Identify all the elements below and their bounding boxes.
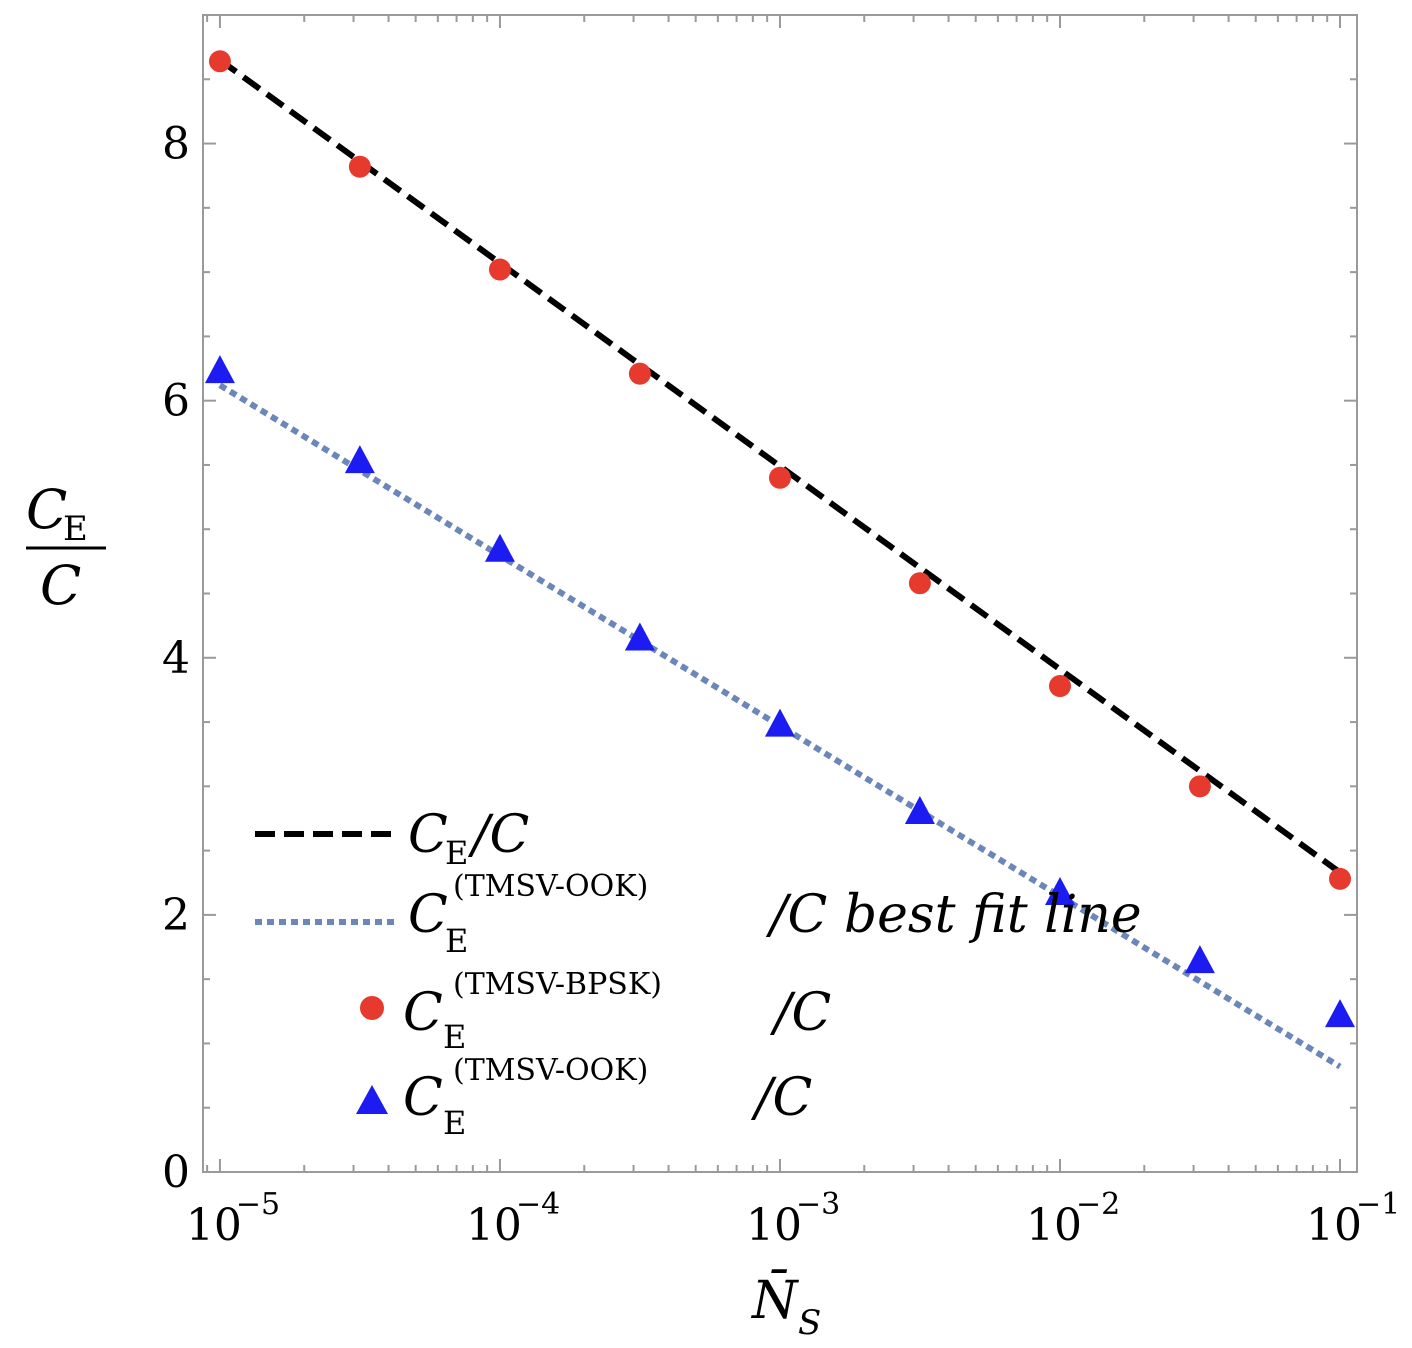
legend-1-suffix: /C (467, 805, 529, 865)
ook-point (904, 796, 935, 825)
legend-entry-4: C (TMSV-OOK) E /C (403, 1053, 812, 1142)
y-label-numerator: C (26, 478, 67, 541)
legend-2-sup: (TMSV-OOK) (453, 869, 648, 904)
plot-frame (202, 14, 1358, 1173)
x-label-sub: S (798, 1303, 821, 1343)
y-label-denominator: C (40, 554, 81, 617)
legend-3-base: C (403, 983, 443, 1043)
legend-entry-3: C (TMSV-BPSK) E /C (403, 967, 831, 1056)
bpsk-point (348, 155, 371, 178)
ook-point (484, 533, 515, 562)
bpsk-point (768, 466, 791, 489)
x-tick-label-base: 10 (466, 1200, 522, 1251)
legend-2-base: C (408, 885, 448, 945)
legend-2-sub: E (445, 922, 468, 960)
y-axis-label: C E C (26, 478, 106, 617)
ook-point (624, 622, 655, 651)
x-tick-label-exponent: −2 (1076, 1187, 1120, 1222)
ook-point (1044, 877, 1075, 906)
bpsk-point (1188, 775, 1211, 798)
legend-1-base: C (408, 805, 448, 865)
y-label-numerator-sub: E (63, 509, 88, 549)
bpsk-point (208, 50, 231, 73)
legend: C E /C C (TMSV-OOK) E /C best fit line C… (255, 805, 1142, 1142)
x-axis-label: N̄ S (750, 1270, 821, 1343)
y-tick-label: 0 (162, 1147, 190, 1198)
ook-point (1184, 945, 1215, 974)
x-tick-label-base: 10 (186, 1200, 242, 1251)
x-tick-label-base: 10 (1306, 1200, 1362, 1251)
x-tick-label-base: 10 (1026, 1200, 1082, 1251)
legend-4-base: C (403, 1068, 443, 1128)
y-tick-label: 8 (162, 119, 190, 170)
series-best-fit-line (218, 382, 1342, 1070)
ook-point (764, 708, 795, 737)
bpsk-point (628, 362, 651, 385)
legend-3-sub: E (443, 1018, 466, 1056)
bpsk-point (1048, 675, 1071, 698)
legend-3-suffix: /C (769, 983, 831, 1043)
y-tick-label: 6 (162, 376, 190, 427)
x-tick-label-base: 10 (746, 1200, 802, 1251)
legend-4-sub: E (443, 1104, 466, 1142)
y-tick-label: 4 (162, 633, 190, 684)
legend-marker-triangle (356, 1085, 388, 1114)
series-lines (218, 57, 1342, 1070)
x-label-main: N̄ (750, 1270, 799, 1331)
bpsk-point (488, 258, 511, 281)
x-tick-label-exponent: −3 (796, 1187, 840, 1222)
legend-entry-2: C (TMSV-OOK) E /C best fit line (408, 869, 1142, 960)
ook-point (1325, 999, 1356, 1028)
bpsk-point (1329, 867, 1352, 890)
legend-3-sup: (TMSV-BPSK) (453, 967, 662, 1002)
legend-4-suffix: /C (750, 1068, 812, 1128)
markers (204, 50, 1356, 1028)
series-dashed-line (218, 57, 1342, 875)
x-tick-label-exponent: −5 (236, 1187, 280, 1222)
minor-ticks (203, 14, 1357, 1172)
legend-marker-circle (360, 996, 384, 1020)
ook-point (344, 445, 375, 474)
legend-4-sup: (TMSV-OOK) (453, 1053, 648, 1088)
bpsk-point (908, 572, 931, 595)
x-tick-label-exponent: −1 (1356, 1187, 1400, 1222)
x-tick-label-exponent: −4 (516, 1187, 560, 1222)
ook-point (204, 355, 235, 384)
y-tick-label: 2 (162, 890, 190, 941)
legend-1-sub: E (445, 834, 468, 872)
legend-entry-1: C E /C (408, 805, 529, 872)
legend-2-suffix: /C best fit line (765, 885, 1142, 945)
